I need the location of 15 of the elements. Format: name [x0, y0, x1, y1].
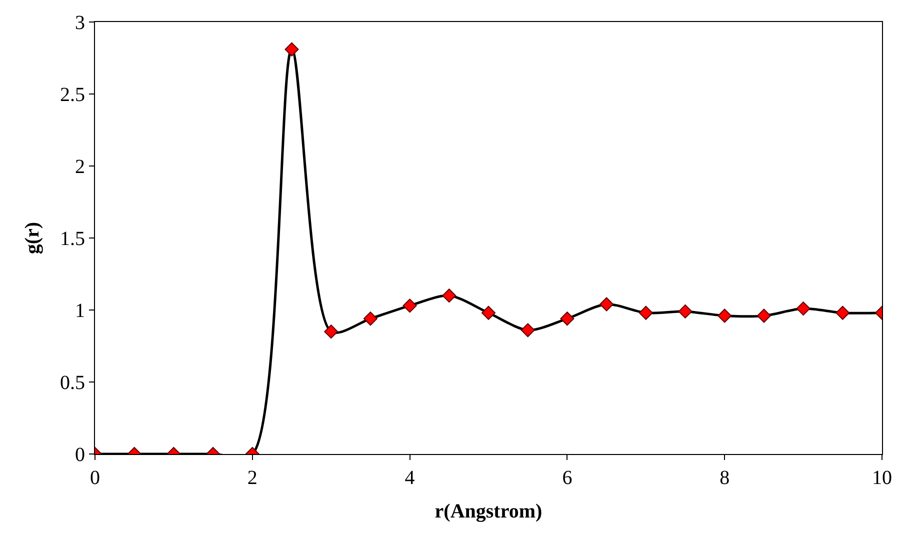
x-tick-label: 8	[720, 467, 730, 489]
x-tick-label: 2	[247, 467, 258, 489]
y-tick-label: 0.5	[60, 372, 85, 394]
x-tick-label: 0	[90, 467, 100, 489]
y-tick-label: 2.5	[60, 84, 85, 106]
y-axis-title: g(r)	[22, 222, 44, 254]
y-tick-label: 3	[75, 12, 85, 34]
x-tick-label: 6	[562, 467, 572, 489]
y-tick-label: 1.5	[60, 228, 85, 250]
x-tick-label: 10	[872, 467, 892, 489]
x-tick-label: 4	[404, 467, 415, 489]
y-tick-label: 1	[75, 300, 85, 322]
y-tick-label: 2	[75, 156, 85, 178]
x-axis-title: r(Angstrom)	[434, 500, 542, 522]
y-tick-label: 0	[75, 444, 85, 466]
